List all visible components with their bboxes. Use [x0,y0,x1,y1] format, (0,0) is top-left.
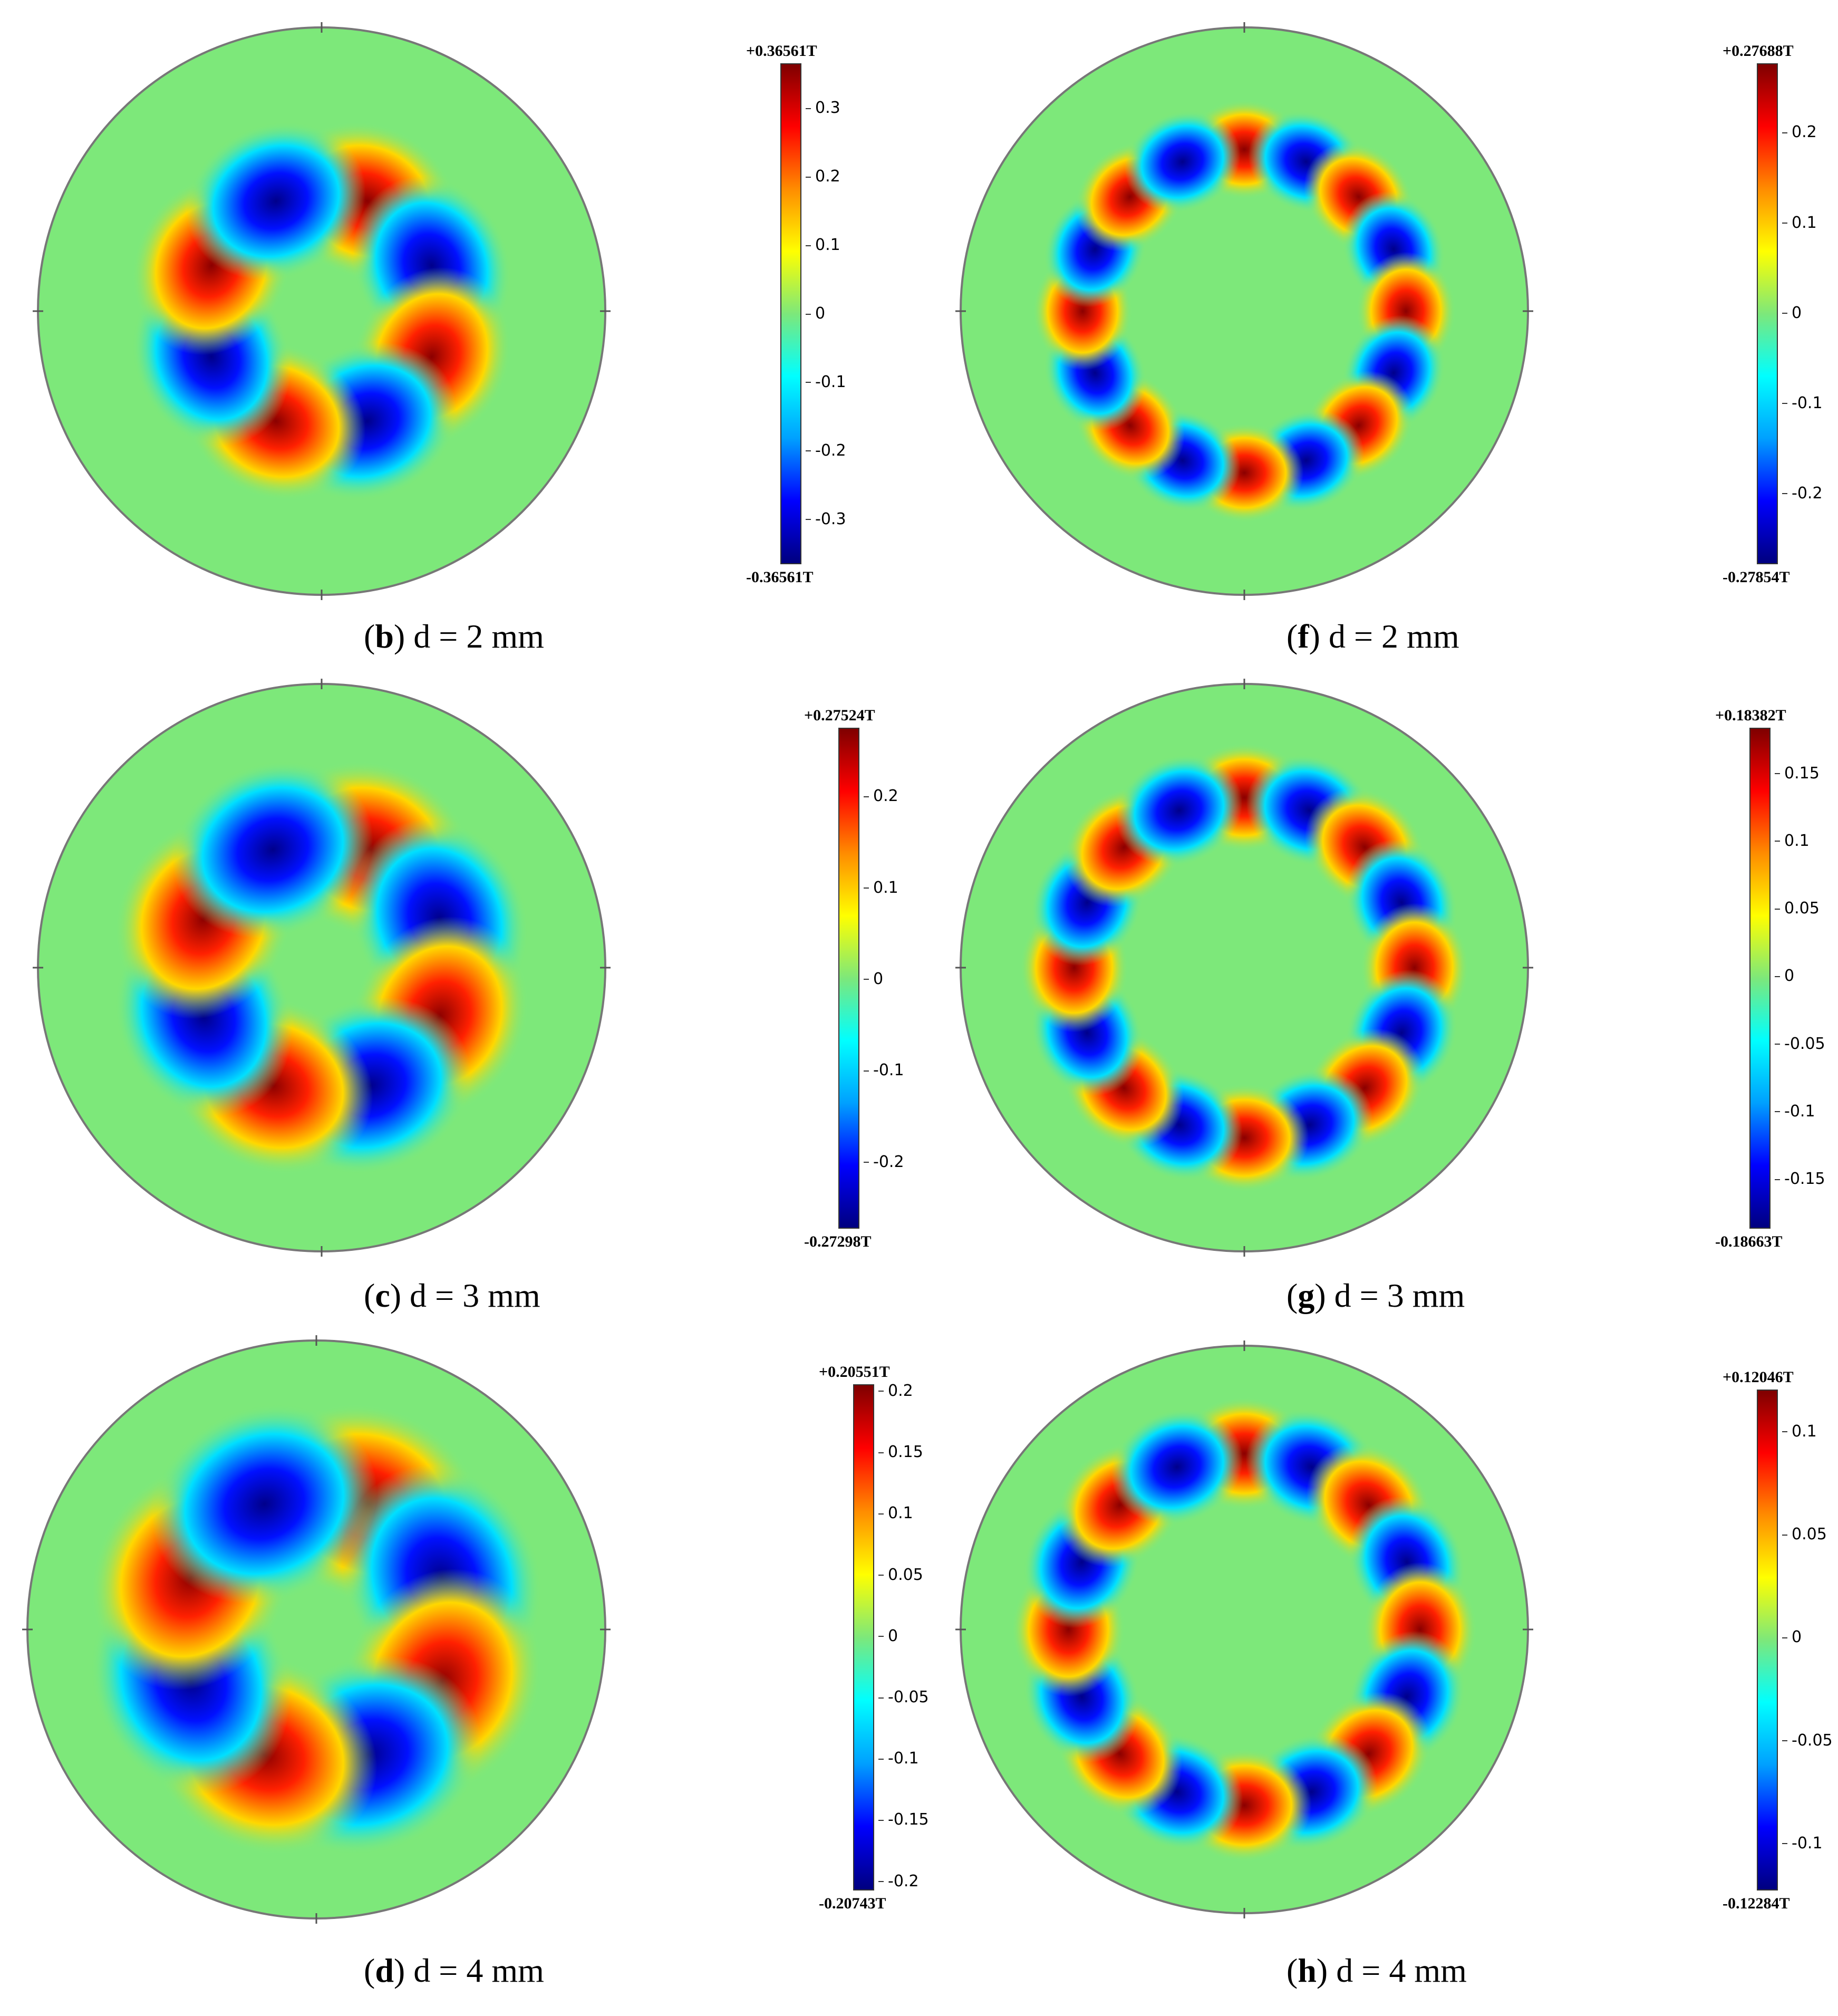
colorbar-tick-label: -0.15 [878,1810,929,1829]
colorbar-tick-label: 0.15 [878,1443,923,1462]
colorbar-tick-label: -0.1 [864,1061,904,1080]
colorbar-tick-label: 0.1 [1782,1422,1817,1441]
field-disc [37,26,606,596]
colorbar-max-label: +0.18382T [1715,707,1786,724]
caption-b: (b) d = 2 mm [364,618,544,655]
colorbar-tick-label: 0.3 [806,99,840,118]
colorbar-tick-label: -0.2 [864,1152,904,1171]
colorbar-h: +0.12046T -0.12284T 0.1 0.05 0 -0.05 -0.1 [1723,1368,1833,1912]
colorbar-tick-label: 0 [1774,967,1795,986]
colorbar-tick-label: -0.05 [1782,1731,1833,1750]
negative-pole-spot [1116,754,1243,867]
colorbar-tick-label: 0 [1782,1628,1802,1647]
colorbar-max-label: +0.27524T [804,707,875,724]
negative-pole-spot [172,760,373,939]
colorbar-min-label: -0.12284T [1723,1895,1790,1912]
colorbar-max-label: +0.12046T [1723,1368,1794,1386]
field-plot-g [955,679,1533,1257]
colorbar-d: +0.20551T -0.20743T 0.2 0.15 0.1 0.05 0 -0.05 -0… [819,1363,929,1912]
colorbar-min-label: -0.27298T [804,1233,872,1250]
colorbar-tick-label: 0.1 [878,1504,913,1523]
caption-f: (f) d = 2 mm [1286,618,1459,655]
field-plot-c [33,679,611,1257]
negative-pole-spot [1124,110,1241,214]
colorbar-tick-label: -0.2 [806,441,846,460]
colorbar-tick-label: -0.15 [1775,1170,1825,1189]
colorbar-tick-label: 0.1 [864,878,898,897]
caption-h: (h) d = 4 mm [1286,1952,1467,1989]
colorbar-tick-label: 0 [1782,303,1802,322]
colorbar-tick-label: 0.2 [1782,123,1817,142]
colorbar-tick-label: -0.1 [878,1749,919,1768]
colorbar-gradient [1757,63,1778,564]
colorbar-tick-label: -0.1 [1782,1834,1823,1853]
colorbar-max-label: +0.36561T [746,42,817,60]
colorbar-tick-label: 0.05 [878,1565,923,1584]
colorbar-min-label: -0.27854T [1723,568,1790,586]
colorbar-gradient [1749,728,1771,1229]
negative-pole-spot [1111,1409,1243,1526]
colorbar-min-label: -0.20743T [819,1895,886,1912]
colorbar-tick-label: 0.2 [878,1381,913,1400]
colorbar-tick-label: -0.05 [878,1688,929,1706]
colorbar-f: +0.27688T -0.27854T 0.2 0.1 0 -0.1 -0.2 [1723,42,1823,586]
colorbar-gradient [838,728,859,1229]
negative-pole-spot [186,121,366,281]
caption-g: (g) d = 3 mm [1286,1277,1465,1314]
colorbar-g: +0.18382T -0.18663T 0.15 0.1 0.05 0 -0.05 -0.1 -… [1715,707,1825,1250]
caption-c: (c) d = 3 mm [364,1277,540,1314]
colorbar-tick-label: 0.2 [864,787,898,806]
colorbar-gradient [853,1384,874,1890]
colorbar-tick-label: -0.2 [1782,484,1823,503]
colorbar-tick-label: 0.05 [1782,1525,1827,1544]
colorbar-tick-label: 0 [878,1626,898,1645]
colorbar-tick-label: 0.1 [1782,213,1817,232]
colorbar-tick-label: -0.1 [1782,393,1823,412]
colorbar-tick-label: -0.3 [806,509,846,528]
colorbar-tick-label: -0.1 [1775,1102,1815,1121]
colorbar-tick-label: 0.1 [1775,831,1810,850]
colorbar-tick-label: 0.2 [806,167,840,186]
colorbar-tick-label: -0.05 [1775,1034,1825,1053]
negative-pole-spot [151,1404,378,1604]
field-plot-f [955,22,1533,600]
colorbar-tick-label: 0.15 [1775,764,1820,783]
colorbar-tick-label: 0.1 [806,236,840,255]
colorbar-gradient [780,63,801,564]
field-plot-d [22,1335,611,1924]
colorbar-max-label: +0.20551T [819,1363,890,1381]
colorbar-b: +0.36561T -0.36561T 0.3 0.2 0.1 0 -0.1 -0.2 -0.3 [746,42,846,586]
colorbar-c: +0.27524T -0.27298T 0.2 0.1 0 -0.1 -0.2 [804,707,904,1250]
colorbar-gradient [1757,1390,1778,1890]
colorbar-min-label: -0.36561T [746,568,814,586]
caption-d: (d) d = 4 mm [364,1952,544,1989]
colorbar-tick-label: 0 [805,304,826,323]
colorbar-tick-label: 0.05 [1775,899,1820,918]
field-plot-b [33,22,611,600]
colorbar-tick-label: -0.1 [806,372,846,391]
colorbar-tick-label: 0 [863,969,884,988]
field-plot-h [955,1340,1533,1918]
colorbar-min-label: -0.18663T [1715,1233,1783,1250]
colorbar-max-label: +0.27688T [1723,42,1794,60]
colorbar-tick-label: -0.2 [878,1872,919,1890]
